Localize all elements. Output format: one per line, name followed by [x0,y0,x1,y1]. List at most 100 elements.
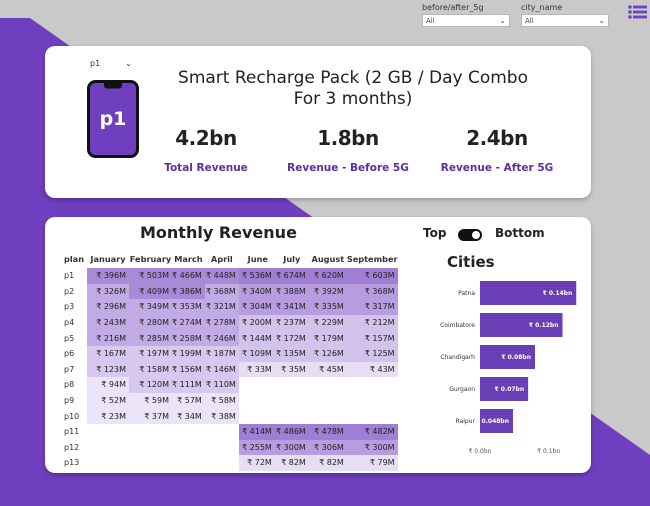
menu-list-icon[interactable] [628,4,648,20]
revenue-cell: ₹ 285M [129,330,172,346]
revenue-cell [205,440,239,456]
city-bar[interactable] [480,377,529,401]
revenue-cell: ₹ 620M [308,268,347,284]
filter-before-after-5g: before/after_5g All ⌄ [422,3,510,27]
plan-cell: p3 [64,302,75,312]
phone-icon [87,80,139,158]
revenue-cell: ₹ 274M [172,314,205,331]
revenue-cell: ₹ 243M [87,314,129,331]
revenue-cell: ₹ 300M [274,439,309,456]
plan-cell: p5 [64,333,75,343]
revenue-cell: ₹ 156M [172,361,205,378]
revenue-cell: ₹ 110M [204,377,239,393]
revenue-cell: ₹ 409M [129,283,172,300]
kpi-revenue-after-5g: 2.4bn Revenue - After 5G [432,126,562,174]
revenue-cell: ₹ 79M [346,455,398,471]
filter-city-name: city_name All ⌄ [521,3,609,27]
column-header-month: March [174,254,203,264]
kpi-label: Revenue - Before 5G [287,162,409,174]
revenue-cell: ₹ 296M [87,299,129,315]
revenue-cell [87,440,129,456]
revenue-cell: ₹ 392M [308,283,347,300]
revenue-cell: ₹ 448M [204,268,239,284]
revenue-cell: ₹ 388M [274,283,309,300]
chevron-down-icon: ⌄ [598,16,605,25]
x-tick-label: ₹ 0.1bn [537,448,560,455]
revenue-cell [309,393,347,409]
plan-cell: p9 [64,396,75,406]
top-bottom-toggle[interactable] [458,229,482,241]
revenue-cell: ₹ 278M [204,314,239,331]
monthly-revenue-table: plan January February March April June July Au… [60,250,398,471]
before-after-5g-dropdown[interactable]: All ⌄ [422,14,510,27]
revenue-cell: ₹ 466M [172,268,205,284]
revenue-cell: ₹ 503M [129,268,172,284]
revenue-cell: ₹ 212M [346,314,398,331]
city-name-dropdown[interactable]: All ⌄ [521,14,609,27]
revenue-cell: ₹ 59M [129,392,172,409]
revenue-cell [205,424,239,440]
revenue-cell: ₹ 326M [87,283,129,300]
monthly-revenue-card: Monthly Revenue Top Bottom plan January F… [45,217,591,473]
city-bar-data-label: ₹ 0.12bn [529,322,559,329]
chevron-down-icon: ⌄ [499,16,506,25]
revenue-cell [87,424,129,440]
revenue-cell: ₹ 353M [172,299,205,315]
city-label: Patna [458,290,475,297]
city-bar[interactable] [480,313,563,337]
kpi-value: 2.4bn [466,126,528,150]
revenue-cell: ₹ 478M [308,423,347,440]
city-label: Coimbatore [440,322,475,329]
plan-cell: p8 [64,380,75,390]
revenue-cell [172,440,205,456]
revenue-cell: ₹ 482M [346,423,398,440]
revenue-cell: ₹ 674M [274,268,309,284]
revenue-cell: ₹ 304M [238,299,275,315]
dropdown-value: All [426,16,435,25]
revenue-cell: ₹ 135M [274,345,309,362]
column-header-month: August [311,254,345,264]
plan-cell: p11 [64,427,80,437]
table-row: p13 ₹ 72M ₹ 82M ₹ 82M ₹ 79M [60,455,398,471]
city-bar[interactable] [480,345,535,369]
city-bar-data-label: ₹ 0.08bn [501,354,531,361]
revenue-cell [309,408,347,424]
revenue-cell: ₹ 280M [129,314,172,331]
city-bar[interactable] [480,281,577,305]
plan-cell: p13 [64,458,80,468]
table-row: p9 ₹ 52M ₹ 59M ₹ 57M ₹ 58M [60,392,398,409]
revenue-cell: ₹ 33M [238,361,275,378]
revenue-cell: ₹ 229M [308,314,347,331]
revenue-cell: ₹ 341M [274,299,309,315]
revenue-cell [239,377,275,393]
table-row: p12 ₹ 255M ₹ 300M ₹ 306M ₹ 300M [60,439,398,456]
column-header-month: February [129,254,172,264]
revenue-cell [172,424,205,440]
chevron-down-icon: ⌄ [125,59,132,68]
revenue-cell: ₹ 82M [274,455,309,471]
revenue-cell: ₹ 200M [238,314,275,331]
city-bar[interactable] [480,409,513,433]
revenue-cell: ₹ 94M [87,377,129,393]
kpi-total-revenue: 4.2bn Total Revenue [141,126,271,174]
plan-cell: p1 [64,271,75,281]
table-row: p2 ₹ 326M ₹ 409M ₹ 386M ₹ 368M ₹ 340M ₹ 388M ₹ … [60,283,398,300]
revenue-cell: ₹ 368M [204,283,239,300]
revenue-cell: ₹ 486M [274,423,309,440]
cities-bar-chart: Patna ₹ 0.14bn Coimbatore ₹ 0.12bn Chandigar… [440,281,577,455]
plan-dropdown[interactable]: p1 ⌄ [90,59,132,68]
table-row: p5 ₹ 216M ₹ 285M ₹ 258M ₹ 246M ₹ 144M ₹ 172M ₹ … [60,330,398,346]
revenue-cell [239,393,275,409]
table-row: p1 ₹ 396M ₹ 503M ₹ 466M ₹ 448M ₹ 536M ₹ 674M ₹ … [60,268,398,284]
column-header-month: January [90,254,126,264]
table-header-row: plan January February March April June July Au… [60,250,398,268]
revenue-cell: ₹ 52M [87,392,129,409]
revenue-cell [87,455,129,471]
plan-cell: p4 [64,318,75,328]
table-row: p6 ₹ 167M ₹ 197M ₹ 199M ₹ 187M ₹ 109M ₹ 135M ₹ … [60,345,398,362]
revenue-cell [347,393,398,409]
column-header-month: April [210,254,233,264]
revenue-cell [275,408,309,424]
revenue-cell: ₹ 603M [346,268,398,284]
kpi-value: 1.8bn [317,126,379,150]
